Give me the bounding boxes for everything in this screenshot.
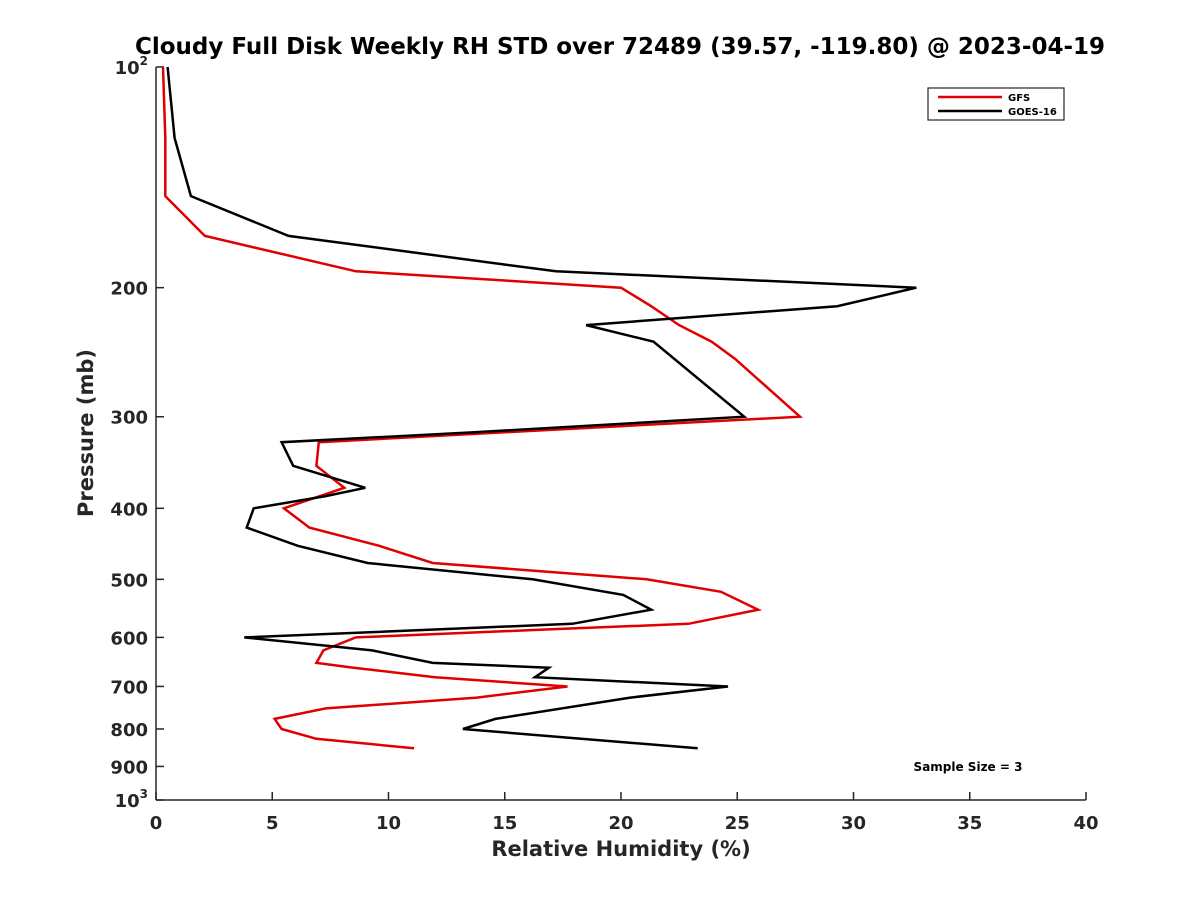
legend-box: [927, 87, 1065, 121]
series-line-gfs: [161, 66, 804, 750]
x-tick-label: 10: [376, 813, 401, 834]
series-line-goes16: [166, 66, 917, 750]
x-tick-label: 40: [1073, 813, 1098, 834]
x-axis-ticks: 0 5 10 15 20 25 30 35 40: [150, 792, 1099, 834]
y-tick-label: 800: [110, 720, 148, 741]
y-tick-label: 200: [110, 279, 148, 300]
x-axis-label: Relative Humidity (%): [491, 837, 750, 861]
legend-label-gfs: GFS: [1008, 93, 1030, 104]
y-tick-base: 10: [115, 58, 140, 79]
x-tick-label: 0: [150, 813, 163, 834]
y-tick-label: 400: [110, 499, 148, 520]
x-tick-label: 30: [841, 813, 866, 834]
y-tick-label: 700: [110, 677, 148, 698]
legend: GFS GOES-16: [927, 87, 1065, 121]
x-tick-label: 15: [492, 813, 517, 834]
x-tick-label: 25: [725, 813, 750, 834]
legend-label-goes16: GOES-16: [1008, 107, 1057, 118]
series-lines: [161, 66, 917, 750]
y-tick-exponent: 3: [140, 787, 148, 801]
y-axis-label: Pressure (mb): [74, 349, 98, 517]
y-tick-exponent: 2: [140, 54, 148, 68]
y-tick-base: 10: [115, 791, 140, 812]
y-tick-label: 300: [110, 408, 148, 429]
x-tick-label: 20: [608, 813, 633, 834]
y-tick-label: 500: [110, 570, 148, 591]
y-tick-label: 900: [110, 757, 148, 778]
sample-size-annotation: Sample Size = 3: [914, 760, 1023, 774]
y-tick-label: 600: [110, 628, 148, 649]
x-tick-label: 5: [266, 813, 279, 834]
chart-title: Cloudy Full Disk Weekly RH STD over 7248…: [135, 34, 1105, 60]
y-tick-label: 102: [115, 54, 148, 79]
y-tick-label: 103: [115, 787, 148, 812]
x-tick-label: 35: [957, 813, 982, 834]
